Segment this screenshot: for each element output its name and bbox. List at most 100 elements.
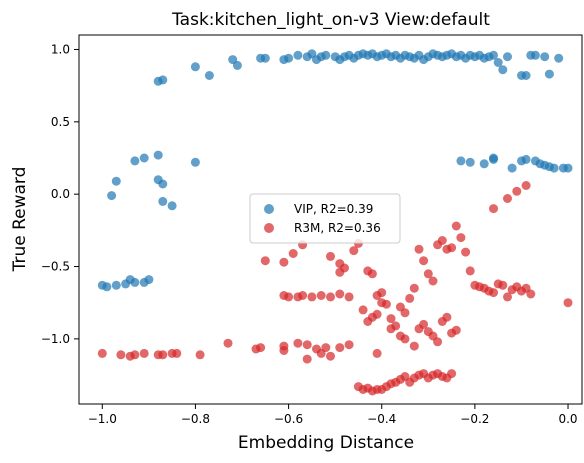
scatter-point xyxy=(107,191,117,201)
points-layer xyxy=(97,49,573,396)
scatter-point xyxy=(284,292,294,302)
y-tick-label: 0.0 xyxy=(51,187,70,201)
scatter-point xyxy=(428,276,438,286)
scatter-point xyxy=(451,325,461,335)
x-axis-label: Embedding Distance xyxy=(238,433,414,453)
scatter-point xyxy=(372,309,382,319)
scatter-point xyxy=(172,348,182,358)
scatter-point xyxy=(503,292,512,302)
scatter-point xyxy=(321,343,331,353)
y-tick-label: −0.5 xyxy=(41,260,70,274)
scatter-point xyxy=(465,266,475,276)
legend-marker-r3m xyxy=(264,223,274,233)
scatter-point xyxy=(349,246,359,256)
scatter-point xyxy=(111,280,121,290)
scatter-point xyxy=(419,256,429,266)
scatter-point xyxy=(456,156,466,166)
scatter-point xyxy=(437,236,447,245)
scatter-point xyxy=(232,60,242,70)
scatter-point xyxy=(503,52,512,62)
scatter-point xyxy=(400,308,410,318)
series-vip xyxy=(97,49,573,292)
scatter-point xyxy=(190,157,200,167)
x-tick-label: 0.0 xyxy=(558,412,577,426)
scatter-point xyxy=(260,256,270,266)
scatter-point xyxy=(326,292,335,302)
scatter-point xyxy=(321,50,331,60)
scatter-point xyxy=(526,289,536,299)
scatter-point xyxy=(493,58,503,67)
y-tick-label: −1.0 xyxy=(41,332,70,346)
scatter-point xyxy=(190,62,200,72)
scatter-point xyxy=(298,291,308,300)
scatter-point xyxy=(414,244,424,254)
scatter-point xyxy=(367,269,377,279)
scatter-point xyxy=(158,75,168,85)
scatter-point xyxy=(102,282,112,292)
scatter-point xyxy=(302,340,312,350)
x-tick-label: −0.4 xyxy=(367,412,396,426)
scatter-point xyxy=(456,233,466,243)
scatter-point xyxy=(139,153,149,163)
scatter-point xyxy=(116,350,126,360)
scatter-point xyxy=(521,154,531,164)
x-tick-label: −1.0 xyxy=(88,412,117,426)
scatter-point xyxy=(377,298,387,308)
scatter-point xyxy=(344,292,354,302)
scatter-point xyxy=(498,65,508,75)
scatter-point xyxy=(503,194,512,203)
scatter-point xyxy=(489,50,498,60)
scatter-point xyxy=(97,348,107,358)
scatter-point xyxy=(284,53,294,63)
scatter-point xyxy=(423,269,433,279)
plot-frame xyxy=(78,34,583,405)
scatter-point xyxy=(302,354,312,364)
scatter-point xyxy=(279,257,289,267)
scatter-point xyxy=(479,159,489,169)
scatter-point xyxy=(447,369,457,379)
scatter-point xyxy=(340,263,349,273)
scatter-point xyxy=(167,201,177,211)
scatter-point xyxy=(130,156,140,166)
scatter-point xyxy=(326,251,335,261)
scatter-point xyxy=(344,340,354,350)
scatter-point xyxy=(419,319,429,329)
scatter-point xyxy=(521,181,531,190)
scatter-point xyxy=(554,53,564,63)
scatter-point xyxy=(530,50,540,60)
scatter-point xyxy=(279,346,289,355)
scatter-point xyxy=(260,53,270,63)
scatter-point xyxy=(204,71,214,80)
y-tick-label: 1.0 xyxy=(51,42,70,56)
scatter-point xyxy=(139,348,149,358)
scatter-point xyxy=(400,334,410,344)
scatter-point xyxy=(372,348,382,358)
legend-label-vip: VIP, R2=0.39 xyxy=(294,202,373,216)
scatter-point xyxy=(563,298,573,308)
scatter-point xyxy=(223,338,233,348)
x-tick-label: −0.6 xyxy=(274,412,303,426)
legend: VIP, R2=0.39 R3M, R2=0.36 xyxy=(249,193,401,244)
scatter-point xyxy=(293,50,303,60)
scatter-point xyxy=(386,314,396,324)
scatter-point xyxy=(507,163,517,173)
scatter-point xyxy=(288,249,298,258)
scatter-point xyxy=(307,292,317,302)
legend-box xyxy=(249,193,401,244)
scatter-point xyxy=(293,338,303,348)
scatter-point xyxy=(158,196,168,206)
scatter-point xyxy=(130,350,140,360)
scatter-point xyxy=(405,293,415,303)
scatter-point xyxy=(377,288,387,298)
scatter-point xyxy=(386,324,396,334)
scatter-point xyxy=(498,280,508,290)
series-r3m xyxy=(97,181,573,396)
x-axis-ticks: −1.0 −0.8 −0.6 −0.4 −0.2 0.0 xyxy=(88,404,578,426)
scatter-point xyxy=(409,283,419,293)
x-tick-label: −0.2 xyxy=(460,412,489,426)
scatter-point xyxy=(512,186,522,196)
scatter-point xyxy=(144,275,154,285)
scatter-point xyxy=(544,69,554,79)
scatter-point xyxy=(111,176,121,186)
